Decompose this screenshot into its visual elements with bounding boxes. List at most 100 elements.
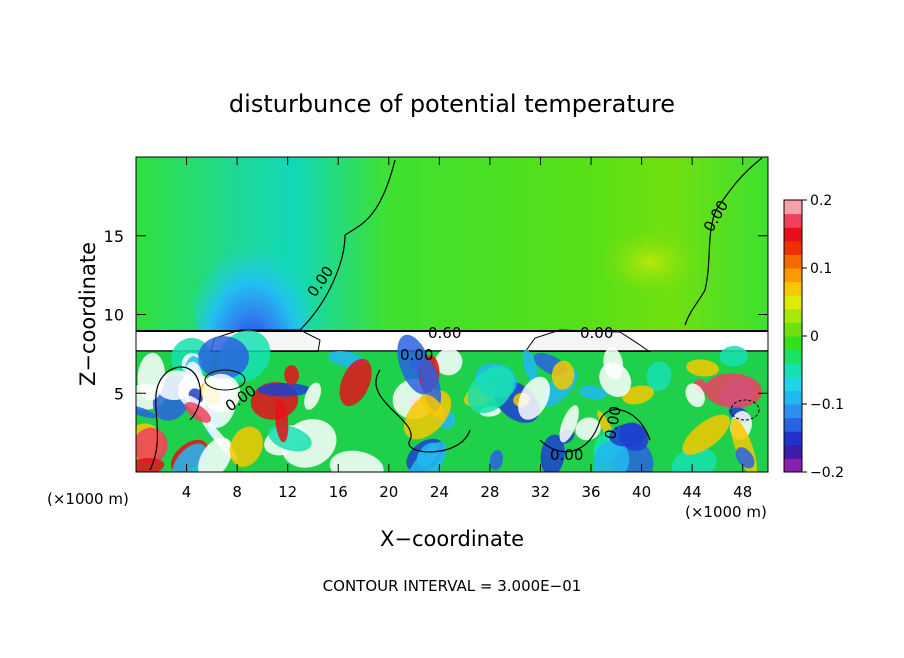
x-tick-label: 16 [329,483,348,501]
contour-label: 0.00 [550,446,583,464]
eddy-patch [559,405,579,443]
colorbar-tick-label: 0.2 [810,193,832,209]
contour-label: 0.60 [428,324,461,342]
x-tick-label: 36 [581,483,600,501]
x-tick-label: 8 [232,483,242,501]
eddy-patch [275,398,289,443]
eddy-patch [304,382,322,410]
colorbar-tick-label: 0.1 [810,261,832,277]
eddy-patch [137,352,166,401]
colorbar-swatch [784,431,802,446]
eddy-patch [489,450,503,471]
contour-line-right [684,157,763,326]
colorbar-ticks: 0.2 0.1 0 −0.1 −0.2 [802,193,844,481]
contour-line-upper [299,159,396,331]
eddy-patch [198,336,249,379]
x-axis-title: X−coordinate [380,527,524,551]
eddy-patch [136,404,158,419]
eddy-patch [257,383,311,397]
colorbar-swatch [784,295,802,310]
eddy-patch [329,450,384,472]
colorbar-swatch [784,404,802,419]
colorbar-swatch [784,458,802,473]
colorbar-swatch [784,213,802,228]
x-tick-label: 44 [683,483,702,501]
eddy-patch [646,361,672,392]
colorbar-tick-label: −0.2 [810,465,844,481]
contour-label: 0.00 [601,405,625,441]
eddy-patch [622,385,654,405]
contour-lower-2 [375,369,471,453]
eddy-patch [686,359,720,377]
eddy-patch [735,447,755,469]
x-tick-label: 28 [480,483,499,501]
eddy-patch [599,362,632,398]
y-axis: 5 10 15 [104,227,768,403]
plot-area [136,157,768,472]
colorbar-swatch [784,308,802,323]
contour-label: 0.00 [400,346,433,364]
eddy-patch [579,385,607,400]
eddy-patch [685,383,705,408]
x-unit-right: (×1000 m) [685,503,767,521]
eddy-patch [416,442,439,467]
eddy-patch [284,365,299,385]
y-axis-title: Z−coordinate [76,242,100,386]
contour-interval-label: CONTOUR INTERVAL = 3.000E−01 [323,577,582,595]
eddy-patch [522,349,538,382]
colorbar-swatch [784,336,802,351]
y-tick-label: 10 [104,306,124,325]
eddy-patch [136,427,168,464]
x-axis: 4 8 12 16 20 24 28 32 36 40 44 48 [182,157,752,501]
colorbar-swatch [784,444,802,459]
colorbar-tick-label: −0.1 [810,397,844,413]
x-tick-label: 32 [531,483,550,501]
colorbar-swatch [784,417,802,432]
contour-lower-4 [204,369,246,391]
chart-title: disturbunce of potential temperature [229,90,675,118]
x-tick-label: 4 [182,483,192,501]
lower-field-eddies [136,330,763,472]
colorbar-swatch [784,376,802,391]
eddy-patch [172,443,207,472]
eddy-patch [518,376,551,420]
eddy-patch [184,402,211,423]
colorbar-swatch [784,349,802,364]
contour-lower-3 [539,409,651,453]
eddy-patch [156,370,195,401]
eddy-patch [202,373,241,413]
eddy-patch [467,366,515,414]
x-tick-label: 48 [733,483,752,501]
colorbar-tick-label: 0 [810,329,819,345]
x-tick-label: 40 [632,483,651,501]
contour-label: 0.00 [580,324,613,342]
colorbar-swatch [784,200,802,215]
eddy-patch [229,426,263,467]
colorbar-swatch [784,363,802,378]
eddy-patch [704,373,763,408]
eddy-patch [671,447,717,472]
warm-patch [600,227,700,297]
colorbar-swatch [784,227,802,242]
colorbar-swatch [784,240,802,255]
colorbar-swatch [784,281,802,296]
contour-lower-5 [730,399,760,421]
x-tick-label: 24 [430,483,449,501]
contour-lower-1 [149,366,201,471]
x-tick-label: 20 [379,483,398,501]
colorbar-swatch [784,390,802,405]
eddy-patch [682,414,730,455]
colorbar-swatch [784,268,802,283]
eddy-patch [551,360,575,390]
x-unit-left: (×1000 m) [47,490,129,508]
eddy-patch [339,358,372,407]
colorbar-swatch [784,254,802,269]
y-tick-label: 5 [114,384,124,403]
eddy-patch [421,394,446,419]
eddy-patch [201,417,238,461]
y-tick-label: 15 [104,227,124,246]
eddy-patch [609,423,646,447]
eddy-patch [719,345,748,367]
